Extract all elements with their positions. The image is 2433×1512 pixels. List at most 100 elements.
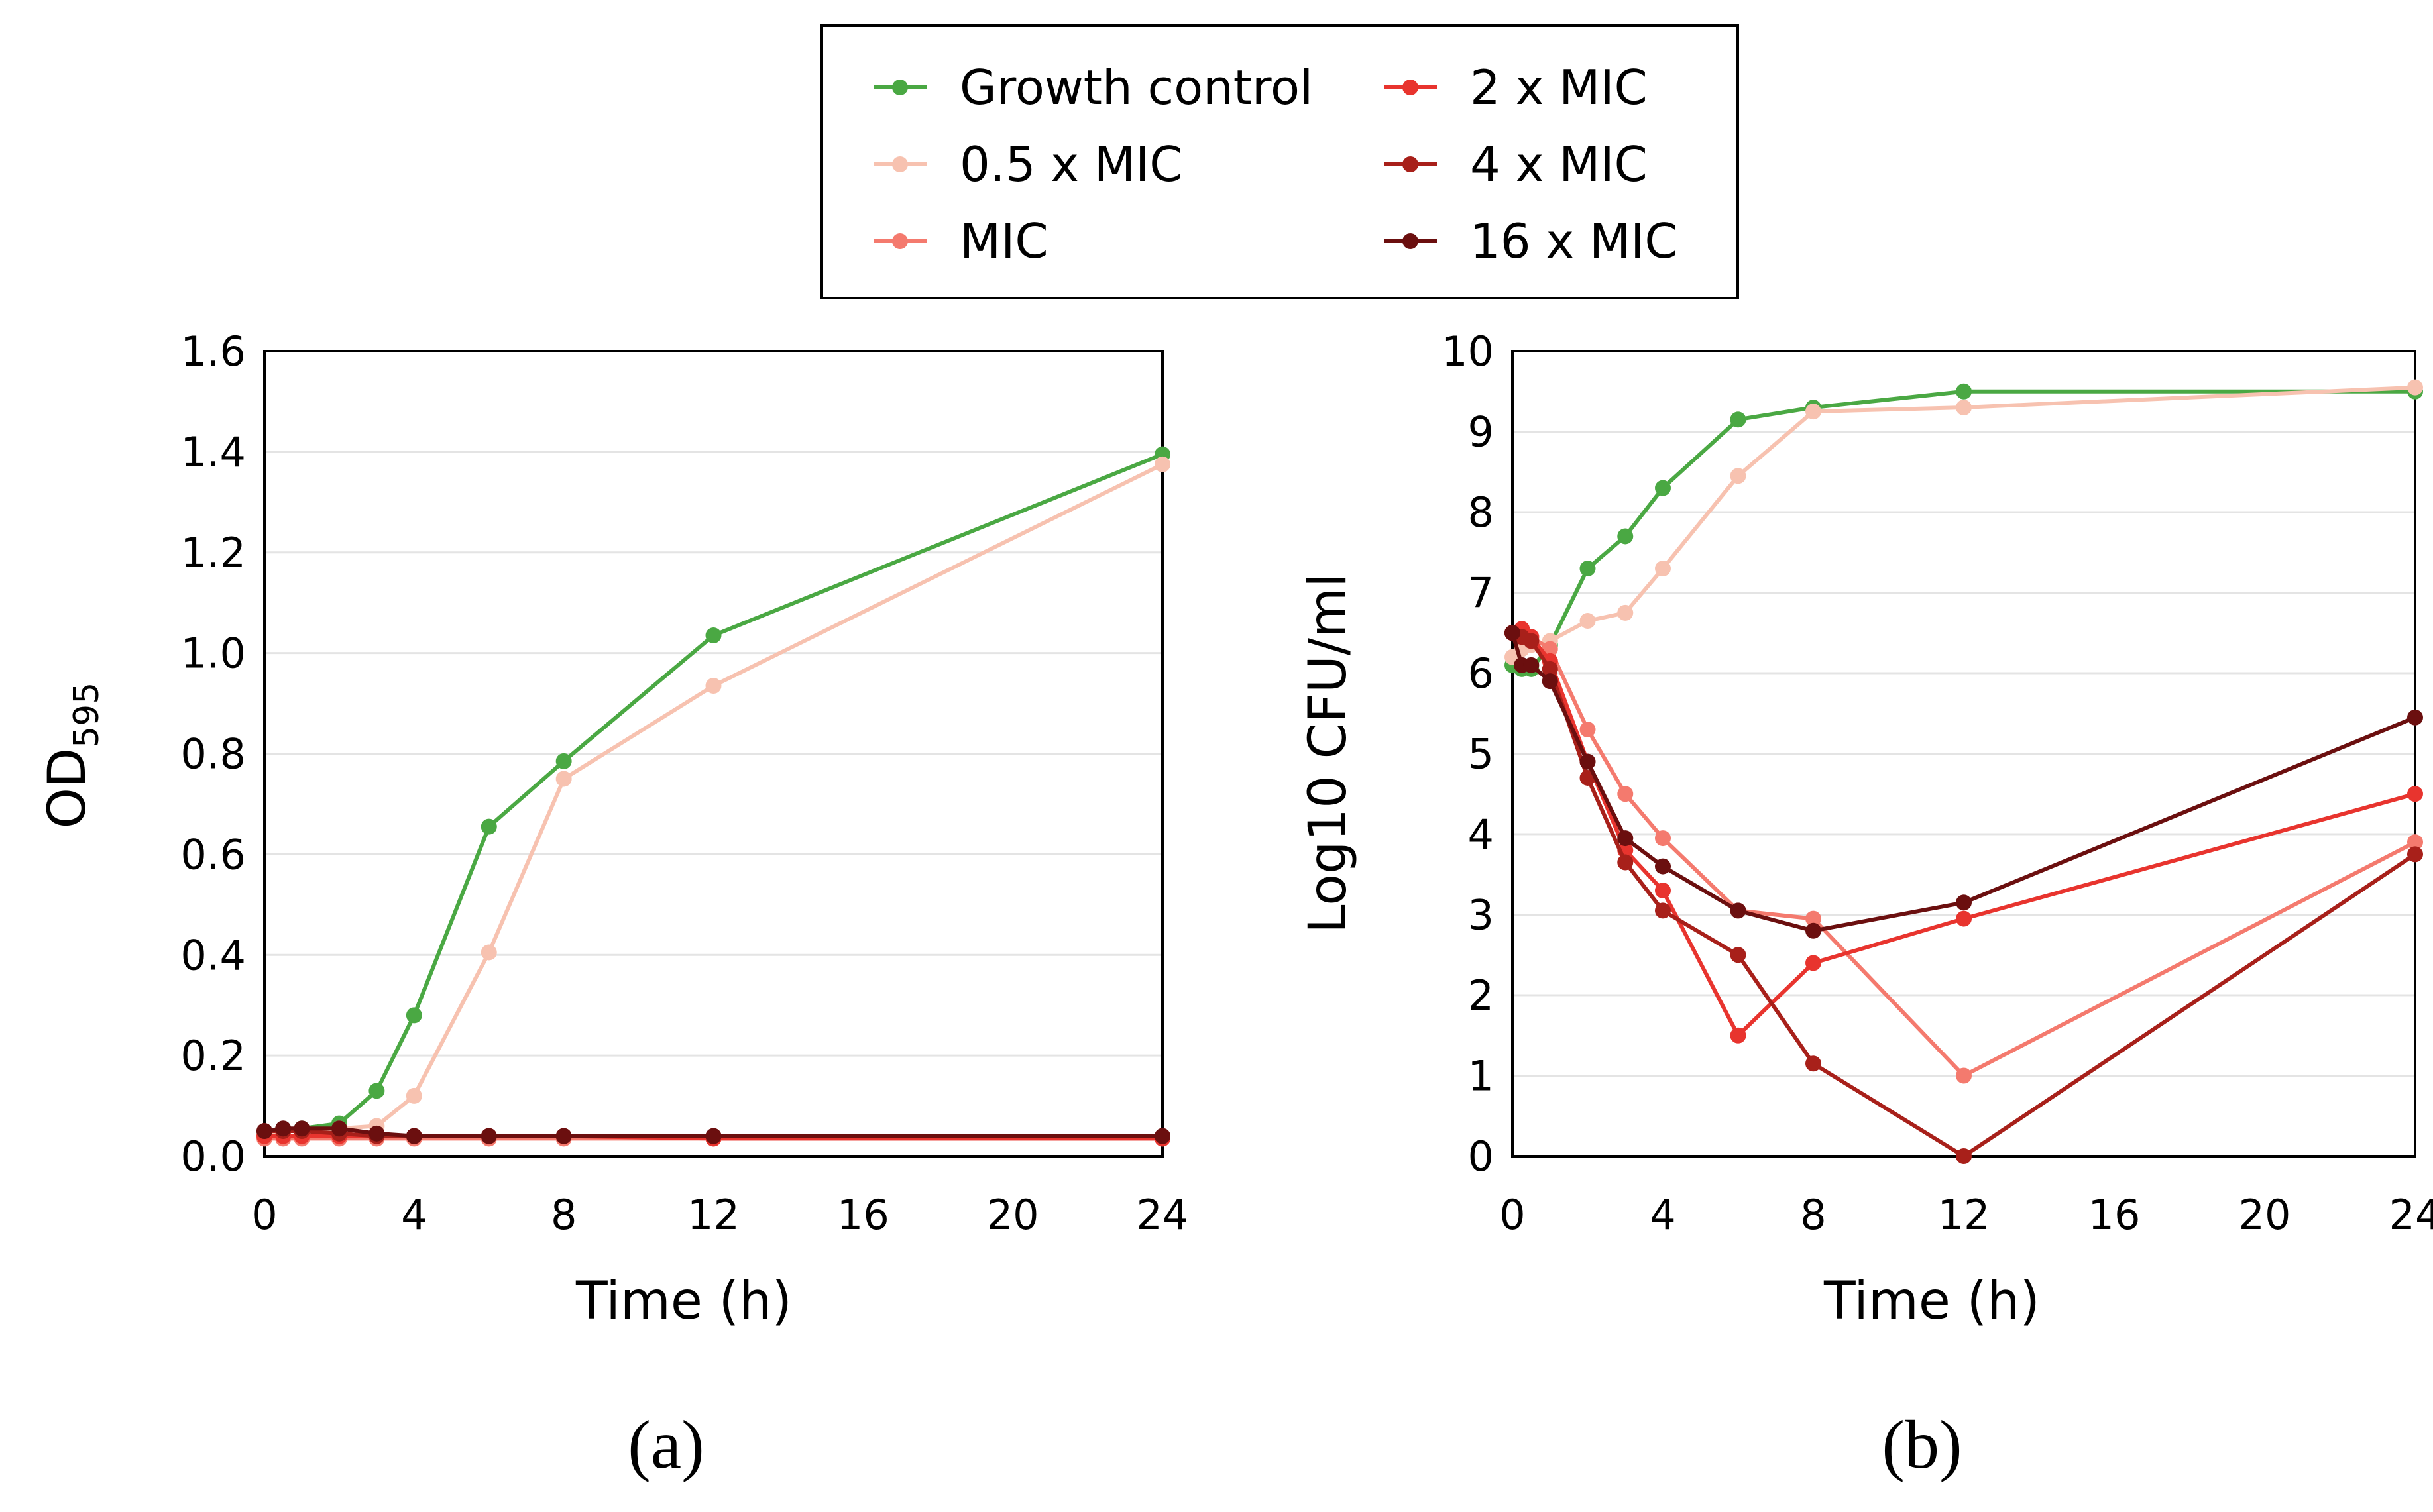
b-point-0-5-x-mic bbox=[1730, 468, 1746, 484]
a-point-0-5-x-mic bbox=[481, 944, 497, 961]
a-ytick-label: 1.2 bbox=[180, 529, 246, 577]
a-point-16-x-mic bbox=[1155, 1128, 1170, 1144]
b-xtick-label: 8 bbox=[1800, 1191, 1826, 1239]
b-point-4-x-mic bbox=[1805, 1055, 1821, 1072]
a-xtick-label: 20 bbox=[987, 1191, 1039, 1239]
a-xtick-label: 8 bbox=[551, 1191, 577, 1239]
a-line-16-x-mic bbox=[264, 1126, 1162, 1138]
b-ytick-label: 4 bbox=[1468, 810, 1494, 859]
b-point-16-x-mic bbox=[2407, 709, 2423, 726]
b-point-mic bbox=[2407, 834, 2423, 851]
b-ytick-label: 1 bbox=[1468, 1052, 1494, 1101]
b-point-4-x-mic bbox=[1542, 661, 1558, 677]
a-ytick-label: 0.6 bbox=[180, 830, 246, 879]
b-point-growth-control bbox=[1655, 480, 1671, 496]
a-point-0-5-x-mic bbox=[705, 677, 722, 694]
b-point-4-x-mic bbox=[1730, 947, 1746, 963]
b-point-mic bbox=[1805, 910, 1821, 927]
a-point-0-5-x-mic bbox=[1155, 456, 1170, 472]
b-point-2-x-mic bbox=[1655, 883, 1671, 899]
b-series-16-x-mic bbox=[1504, 625, 2423, 939]
b-series-0-5-x-mic bbox=[1504, 379, 2423, 665]
a-series-0-5-x-mic bbox=[256, 456, 1170, 1142]
b-point-4-x-mic bbox=[1655, 902, 1671, 919]
b-point-growth-control bbox=[1730, 411, 1746, 428]
panel-a-xlabel: Time (h) bbox=[575, 1271, 792, 1331]
b-xtick-label: 0 bbox=[1499, 1191, 1525, 1239]
b-point-16-x-mic bbox=[1730, 902, 1746, 919]
a-ytick-label: 1.6 bbox=[180, 327, 246, 376]
a-point-16-x-mic bbox=[555, 1128, 572, 1144]
legend-label-2-x-mic: 2 x MIC bbox=[1470, 60, 1648, 115]
a-ytick-label: 0.0 bbox=[180, 1132, 246, 1181]
a-line-growth-control bbox=[264, 452, 1164, 1136]
b-point-16-x-mic bbox=[1579, 753, 1596, 770]
b-line-0-5-x-mic bbox=[1511, 385, 2416, 659]
a-point-16-x-mic bbox=[406, 1128, 422, 1144]
a-xtick-label: 0 bbox=[251, 1191, 277, 1239]
a-ytick-label: 0.4 bbox=[180, 931, 246, 979]
legend-label-growth-control: Growth control bbox=[960, 60, 1313, 115]
b-point-0-5-x-mic bbox=[1956, 400, 1972, 416]
legend-marker-growth-control bbox=[892, 80, 908, 95]
a-line-0-5-x-mic bbox=[264, 462, 1164, 1136]
legend: Growth control 0.5 x MIC MIC 2 x MIC 4 x MIC… bbox=[820, 24, 1739, 299]
panel-b-xlabel: Time (h) bbox=[1823, 1271, 2040, 1331]
b-point-growth-control bbox=[1956, 383, 1972, 400]
legend-marker-0-5-x-mic bbox=[892, 156, 908, 172]
a-point-growth-control bbox=[481, 818, 497, 835]
a-ytick-label: 1.4 bbox=[180, 428, 246, 476]
a-series-growth-control bbox=[256, 446, 1170, 1142]
legend-label-4-x-mic: 4 x MIC bbox=[1470, 136, 1648, 192]
a-point-growth-control bbox=[368, 1083, 385, 1099]
a-point-16-x-mic bbox=[481, 1128, 497, 1144]
legend-label-0-5-x-mic: 0.5 x MIC bbox=[960, 136, 1183, 192]
panel-b-label: (b) bbox=[1882, 1407, 1962, 1483]
legend-item-4-x-mic: 4 x MIC bbox=[1384, 136, 1648, 192]
a-point-16-x-mic bbox=[331, 1120, 347, 1137]
legend-marker-mic bbox=[892, 233, 908, 249]
b-ytick-label: 6 bbox=[1468, 649, 1494, 698]
b-xtick-label: 16 bbox=[2088, 1191, 2141, 1239]
b-point-2-x-mic bbox=[1730, 1027, 1746, 1044]
a-series-16-x-mic bbox=[256, 1120, 1170, 1144]
b-point-4-x-mic bbox=[2407, 846, 2423, 863]
b-series-2-x-mic bbox=[1504, 621, 2423, 1044]
legend-item-mic: MIC bbox=[874, 213, 1048, 269]
b-point-2-x-mic bbox=[2407, 786, 2423, 802]
b-xtick-label: 24 bbox=[2389, 1191, 2433, 1239]
b-line-16-x-mic bbox=[1510, 632, 2416, 933]
b-point-4-x-mic bbox=[1617, 854, 1634, 871]
legend-item-0-5-x-mic: 0.5 x MIC bbox=[874, 136, 1183, 192]
a-point-16-x-mic bbox=[705, 1128, 722, 1144]
a-ytick-label: 1.0 bbox=[180, 629, 246, 678]
b-point-4-x-mic bbox=[1523, 633, 1540, 649]
b-point-0-5-x-mic bbox=[1655, 561, 1671, 577]
a-xtick-label: 24 bbox=[1137, 1191, 1189, 1239]
panel-a-plot-frame bbox=[263, 350, 1164, 1158]
legend-frame bbox=[820, 24, 1739, 299]
panel-a-ylabel-subscript: 595 bbox=[67, 682, 107, 748]
b-point-16-x-mic bbox=[1542, 673, 1558, 690]
b-point-0-5-x-mic bbox=[1579, 613, 1596, 629]
legend-item-2-x-mic: 2 x MIC bbox=[1384, 60, 1648, 115]
b-point-growth-control bbox=[1617, 528, 1634, 545]
b-point-4-x-mic bbox=[1956, 1148, 1972, 1164]
b-ytick-label: 3 bbox=[1468, 891, 1494, 940]
legend-item-16-x-mic: 16 x MIC bbox=[1384, 213, 1678, 269]
a-point-16-x-mic bbox=[256, 1123, 272, 1140]
a-ytick-label: 0.8 bbox=[180, 730, 246, 779]
a-point-0-5-x-mic bbox=[555, 771, 572, 787]
a-point-16-x-mic bbox=[275, 1120, 292, 1137]
a-xtick-label: 16 bbox=[837, 1191, 889, 1239]
b-point-mic bbox=[1655, 830, 1671, 847]
b-line-growth-control bbox=[1511, 389, 2415, 671]
a-point-growth-control bbox=[705, 627, 722, 644]
b-point-16-x-mic bbox=[1805, 922, 1821, 939]
a-point-0-5-x-mic bbox=[406, 1087, 422, 1104]
b-series-mic bbox=[1504, 625, 2423, 1084]
b-ytick-label: 10 bbox=[1442, 327, 1494, 376]
b-line-2-x-mic bbox=[1511, 627, 2416, 1038]
b-ytick-label: 2 bbox=[1468, 971, 1494, 1020]
